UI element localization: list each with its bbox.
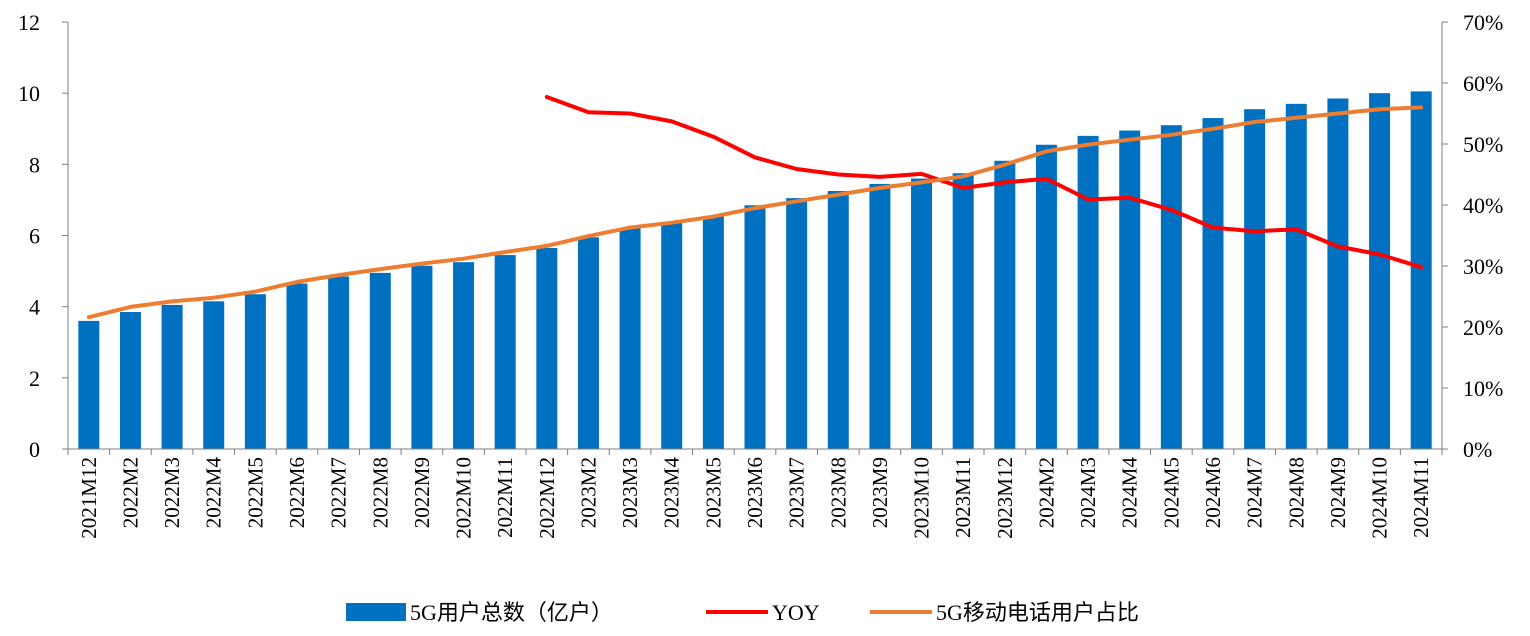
x-tick-label: 2023M6 <box>743 457 767 528</box>
bar <box>1285 103 1307 449</box>
bar <box>1327 98 1349 450</box>
x-tick-label: 2022M3 <box>160 457 184 528</box>
legend-item: 5G移动电话用户占比 <box>870 600 1139 625</box>
legend-item: YOY <box>706 600 820 625</box>
bar <box>1369 93 1391 450</box>
bar <box>119 312 141 449</box>
left-tick-label: 12 <box>18 10 40 35</box>
series-line-2 <box>86 105 1424 320</box>
bar <box>453 262 475 449</box>
x-tick-label: 2024M9 <box>1326 457 1350 528</box>
bar <box>619 228 641 449</box>
x-tick-label: 2023M12 <box>993 457 1017 539</box>
right-tick-label: 70% <box>1463 10 1503 35</box>
bar <box>786 198 808 449</box>
x-tick-label: 2024M5 <box>1159 457 1183 528</box>
right-tick-label: 30% <box>1463 254 1503 279</box>
right-tick-label: 50% <box>1463 132 1503 157</box>
x-tick-label: 2024M4 <box>1118 457 1142 529</box>
x-tick-label: 2024M6 <box>1201 457 1225 528</box>
legend-label: 5G移动电话用户占比 <box>936 600 1139 625</box>
line-series <box>86 95 1424 320</box>
x-tick-label: 2024M8 <box>1284 457 1308 528</box>
x-tick-label: 2023M4 <box>660 457 684 529</box>
right-tick-label: 60% <box>1463 71 1503 96</box>
right-tick-label: 20% <box>1463 315 1503 340</box>
x-tick-label: 2024M10 <box>1368 457 1392 539</box>
left-tick-label: 10 <box>18 81 40 106</box>
bar <box>1160 125 1182 450</box>
bar <box>1035 144 1057 449</box>
bar <box>744 205 766 449</box>
x-tick-label: 2024M11 <box>1409 457 1433 538</box>
legend-label: 5G用户总数（亿户） <box>410 600 613 625</box>
x-tick-label: 2023M2 <box>577 457 601 528</box>
bar <box>661 223 683 449</box>
bar <box>827 191 849 450</box>
bar <box>911 178 933 450</box>
x-tick-label: 2022M2 <box>119 457 143 528</box>
bar <box>994 160 1016 449</box>
bar <box>1119 130 1141 449</box>
x-tick-label: 2022M11 <box>493 457 517 538</box>
bar <box>161 304 183 449</box>
left-tick-label: 6 <box>29 224 40 249</box>
x-tick-label: 2024M3 <box>1076 457 1100 528</box>
x-tick-label: 2022M6 <box>285 457 309 528</box>
bar <box>78 320 100 449</box>
bar <box>328 276 350 449</box>
left-tick-label: 0 <box>29 437 40 462</box>
legend-label: YOY <box>772 600 820 625</box>
x-tick-label: 2023M7 <box>785 457 809 528</box>
x-tick-label: 2022M4 <box>202 457 226 529</box>
x-tick-label: 2022M9 <box>410 457 434 528</box>
x-tick-label: 2022M5 <box>243 457 267 528</box>
bar <box>1244 109 1266 449</box>
bar <box>244 294 266 449</box>
bar-series <box>78 91 1432 450</box>
x-tick-label: 2024M7 <box>1243 457 1267 528</box>
bar <box>286 283 308 449</box>
left-tick-label: 8 <box>29 152 40 177</box>
legend: 5G用户总数（亿户） YOY 5G移动电话用户占比 <box>346 600 1139 625</box>
x-tick-label: 2023M9 <box>868 457 892 528</box>
left-tick-label: 4 <box>29 295 40 320</box>
bar <box>577 237 599 449</box>
axes: 0 2 4 6 8 10 12 0% 10% 20% 30% 40% 50% 60% 70% 2021M12 2… <box>18 10 1503 539</box>
x-tick-label: 2023M5 <box>701 457 725 528</box>
right-tick-label: 0% <box>1463 437 1492 462</box>
x-tick-label: 2024M2 <box>1035 457 1059 528</box>
bar <box>1202 118 1224 449</box>
right-tick-label: 40% <box>1463 193 1503 218</box>
bar <box>702 215 724 449</box>
bar <box>411 265 433 449</box>
x-tick-label: 2023M10 <box>910 457 934 539</box>
bar <box>869 183 891 449</box>
left-tick-label: 2 <box>29 366 40 391</box>
bar <box>494 255 516 449</box>
x-tick-label: 2022M8 <box>368 457 392 528</box>
x-tick-label: 2023M11 <box>951 457 975 538</box>
x-tick-label: 2022M12 <box>535 457 559 539</box>
x-tick-label: 2023M3 <box>618 457 642 528</box>
x-tick-label: 2021M12 <box>77 457 101 539</box>
bar <box>1410 91 1432 449</box>
legend-swatch <box>346 603 406 621</box>
series-line-1 <box>544 95 1424 270</box>
bar <box>369 272 391 449</box>
bar <box>203 301 225 449</box>
bar <box>1077 135 1099 449</box>
x-tick-label: 2022M10 <box>452 457 476 539</box>
bar <box>536 247 558 449</box>
x-tick-label: 2023M8 <box>826 457 850 528</box>
right-tick-label: 10% <box>1463 376 1503 401</box>
legend-item: 5G用户总数（亿户） <box>346 600 613 625</box>
bar <box>952 173 974 449</box>
x-tick-label: 2022M7 <box>327 457 351 528</box>
